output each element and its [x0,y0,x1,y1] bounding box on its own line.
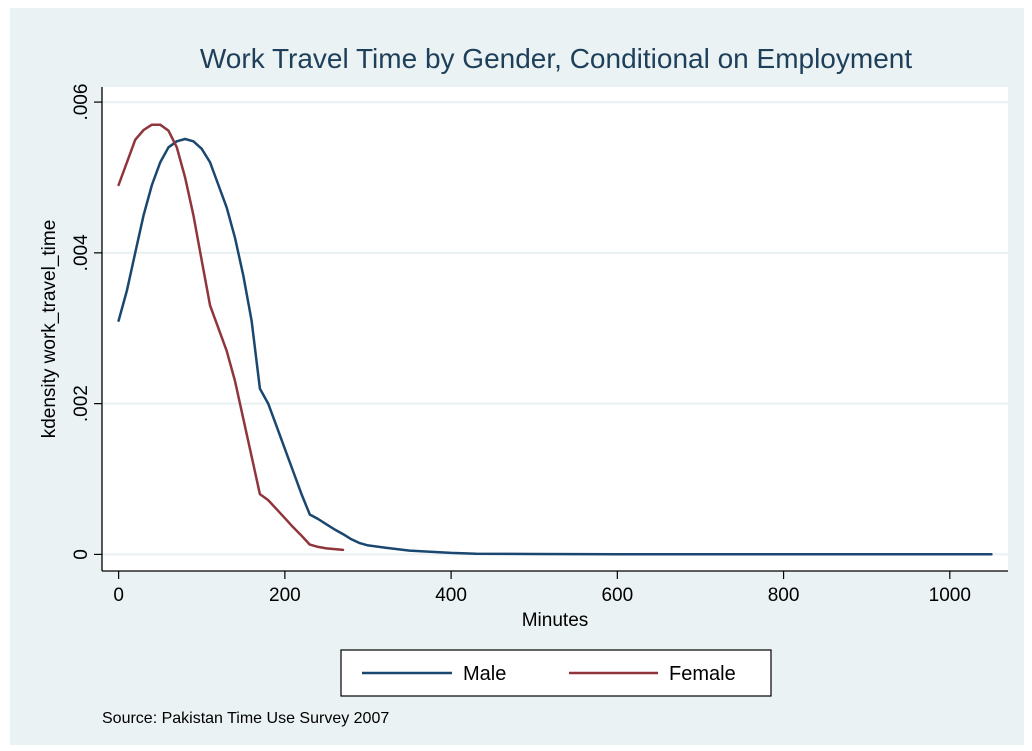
y-axis-ticks: 0 .002 .004 .006 [71,84,102,560]
x-tick-label-0: 0 [113,585,124,606]
legend-label-female: Female [669,663,736,685]
chart-title: Work Travel Time by Gender, Conditional … [200,43,912,74]
y-axis-label: kdensity work_travel_time [39,220,60,439]
x-tick-label-1: 200 [269,585,301,606]
x-tick-label-2: 400 [435,585,467,606]
x-axis-label: Minutes [522,610,589,631]
x-tick-label-5: 1000 [929,585,971,606]
x-tick-label-4: 800 [768,585,800,606]
y-tick-label-2: .004 [71,234,92,271]
plot-region [102,87,1008,571]
series-line-female [117,123,345,552]
source-note: Source: Pakistan Time Use Survey 2007 [102,710,389,727]
legend-label-male: Male [463,663,506,685]
x-tick-label-3: 600 [601,585,633,606]
y-tick-label-3: .006 [71,84,92,121]
y-tick-label-1: .002 [71,385,92,422]
legend: Male Female [340,649,772,697]
x-axis-ticks: 0 200 400 600 800 1000 [113,571,971,606]
series-lines [117,123,993,556]
y-tick-label-0: 0 [71,549,92,560]
